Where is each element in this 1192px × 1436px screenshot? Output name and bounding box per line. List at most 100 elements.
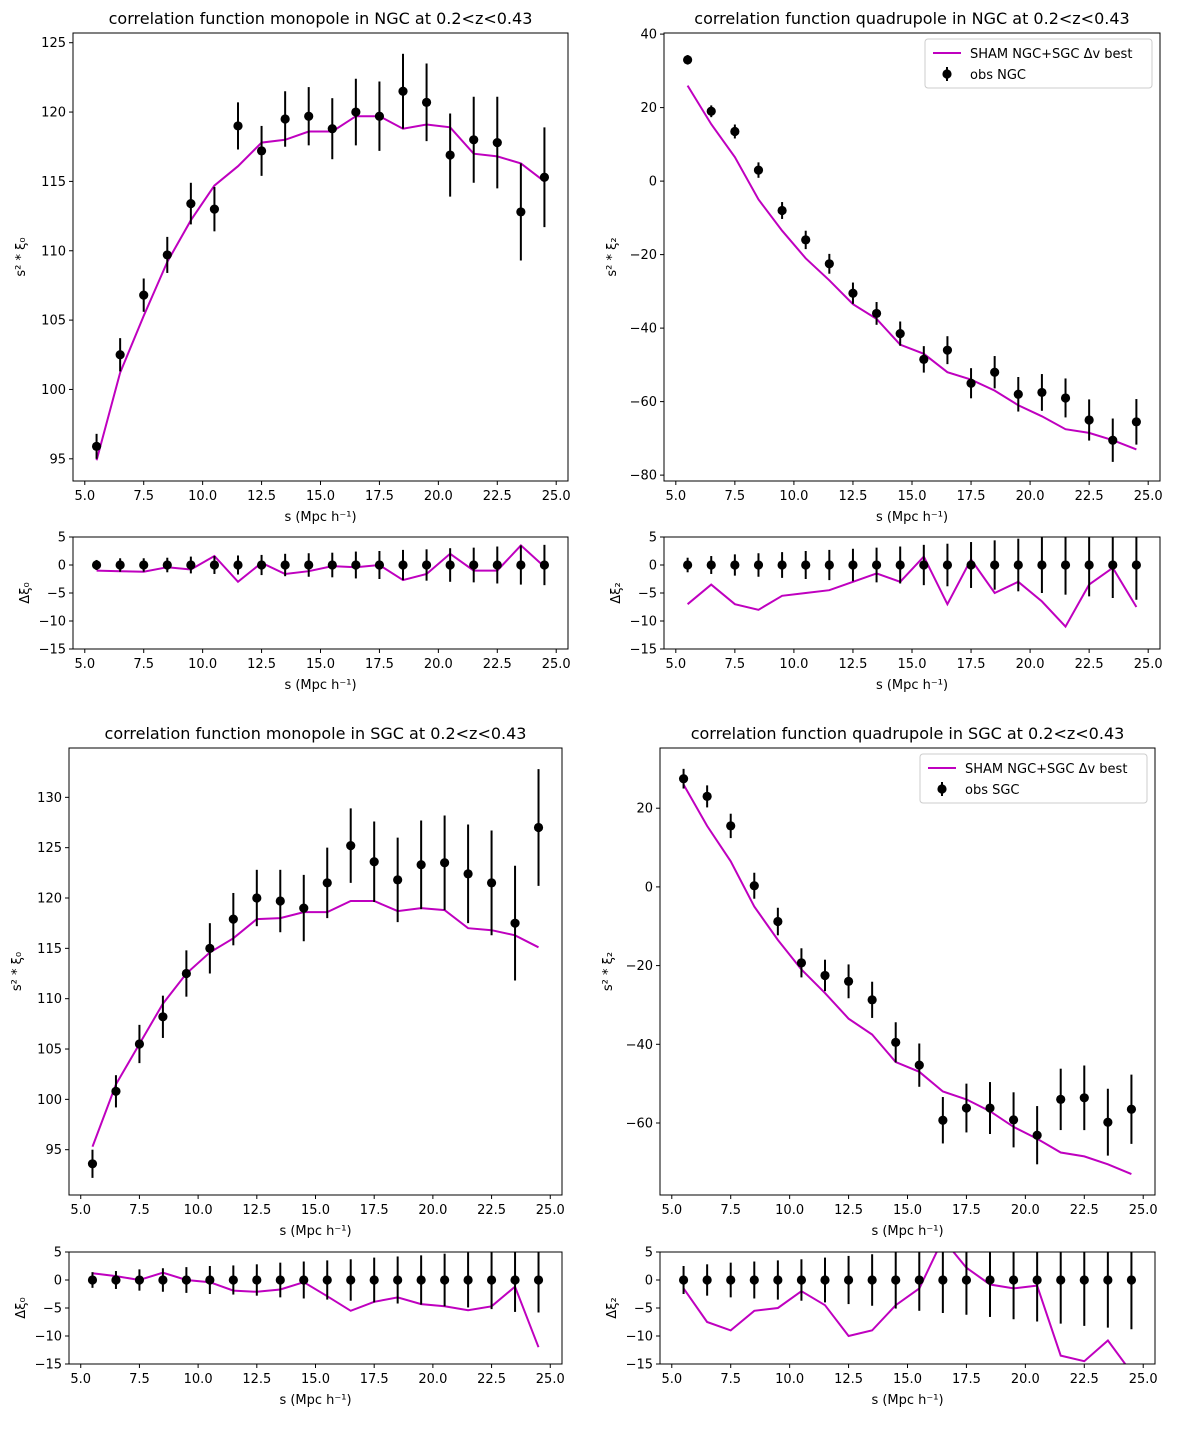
y-tick-label: −15	[35, 1358, 62, 1373]
x-tick-label: 15.0	[898, 489, 927, 504]
panel-ngc-quad-res: 5.0 7.5 10.0 12.5 15.0 17.5 20.0 22.5 25.0 5 0 −5 −1…	[609, 531, 1163, 694]
x-tick-label: 25.0	[542, 489, 571, 504]
obs-point	[299, 903, 309, 913]
x-tick-label: 22.5	[1070, 1372, 1099, 1387]
chart-title: correlation function monopole in SGC at …	[105, 724, 527, 743]
obs-point	[801, 235, 811, 245]
x-tick-label: 17.5	[952, 1203, 981, 1218]
obs-point	[683, 560, 693, 570]
obs-point	[942, 345, 953, 355]
x-tick-label: 17.5	[957, 657, 986, 672]
y-tick-label: 0	[645, 880, 653, 895]
obs-point	[1060, 393, 1071, 403]
obs-point	[824, 560, 834, 570]
obs-point	[1060, 560, 1071, 570]
obs-point	[683, 55, 693, 65]
x-tick-label: 25.0	[536, 1372, 565, 1387]
obs-point	[87, 1275, 98, 1285]
model-line	[682, 784, 1132, 1176]
data-layer	[91, 53, 550, 461]
obs-point	[516, 560, 526, 570]
y-tick-label: −10	[626, 1330, 653, 1345]
obs-point	[891, 1275, 901, 1285]
y-tick-label: −60	[630, 395, 657, 410]
y-tick-label: −40	[630, 322, 657, 337]
obs-point	[539, 172, 550, 182]
obs-point	[706, 106, 716, 116]
obs-point	[539, 560, 550, 570]
obs-point	[966, 378, 976, 388]
x-tick-label: 20.0	[424, 489, 453, 504]
x-tick-label: 5.0	[74, 489, 95, 504]
x-tick-label: 15.0	[893, 1372, 922, 1387]
data-layer	[87, 769, 544, 1178]
obs-point	[919, 560, 929, 570]
x-tick-label: 10.0	[779, 489, 808, 504]
x-tick-label: 20.0	[1016, 657, 1045, 672]
x-tick-label: 20.0	[424, 657, 453, 672]
obs-point	[398, 560, 408, 570]
obs-point	[111, 1086, 121, 1096]
obs-point	[280, 560, 290, 570]
obs-point	[91, 441, 102, 451]
legend-model-label: SHAM NGC+SGC Δv best	[965, 762, 1127, 777]
x-tick-label: 25.0	[1134, 489, 1163, 504]
y-tick-label: −15	[626, 1358, 653, 1373]
obs-point	[966, 560, 976, 570]
y-tick-label: 130	[37, 791, 62, 806]
y-tick-label: 110	[37, 992, 62, 1007]
obs-point	[139, 290, 149, 300]
y-tick-label: 5	[645, 1246, 653, 1261]
obs-point	[209, 560, 220, 570]
x-tick-label: 25.0	[542, 657, 571, 672]
y-tick-label: 0	[649, 175, 657, 190]
x-tick-label: 7.5	[725, 489, 746, 504]
axes-frame	[659, 1251, 1156, 1365]
x-tick-label: 25.0	[1129, 1203, 1158, 1218]
obs-point	[134, 1039, 145, 1049]
obs-point	[942, 560, 953, 570]
obs-point	[486, 1275, 497, 1285]
obs-point	[1103, 1117, 1113, 1127]
obs-point	[393, 875, 403, 885]
obs-point	[1037, 387, 1047, 398]
obs-point	[346, 1275, 356, 1285]
obs-point	[510, 1275, 520, 1285]
obs-point	[162, 250, 172, 260]
x-tick-label: 7.5	[133, 657, 154, 672]
y-tick-label: −15	[630, 643, 657, 658]
obs-point	[914, 1060, 924, 1070]
x-tick-label: 7.5	[133, 489, 154, 504]
x-tick-label: 5.0	[665, 489, 686, 504]
y-tick-label: 105	[37, 1043, 62, 1058]
x-tick-label: 25.0	[1129, 1372, 1158, 1387]
obs-point	[275, 896, 285, 906]
obs-point	[1013, 560, 1023, 570]
axes-frame	[68, 747, 563, 1196]
y-tick-label: −5	[638, 587, 657, 602]
model-line	[91, 900, 539, 1148]
x-tick-label: 12.5	[838, 657, 867, 672]
obs-point	[753, 165, 764, 175]
obs-point	[228, 914, 238, 924]
y-tick-label: 125	[37, 841, 62, 856]
obs-point	[914, 1275, 924, 1285]
legend-obs-marker	[942, 69, 952, 79]
obs-point	[158, 1012, 168, 1022]
panel-sgc-mono-res: 5.0 7.5 10.0 12.5 15.0 17.5 20.0 22.5 25.0 5 0 −5 −1…	[14, 1246, 565, 1409]
obs-point	[369, 857, 379, 867]
obs-point	[463, 1275, 473, 1285]
x-tick-label: 22.5	[1075, 489, 1104, 504]
y-tick-label: 0	[649, 559, 657, 574]
y-axis-label: s² * ξ₂	[601, 952, 616, 991]
x-tick-label: 10.0	[188, 657, 217, 672]
x-tick-label: 20.0	[1016, 489, 1045, 504]
y-tick-label: −5	[43, 1302, 62, 1317]
y-tick-label: 40	[640, 28, 657, 43]
obs-point	[848, 560, 858, 570]
obs-point	[416, 860, 426, 870]
obs-point	[162, 560, 172, 570]
obs-point	[1079, 1275, 1089, 1285]
obs-point	[492, 137, 502, 148]
